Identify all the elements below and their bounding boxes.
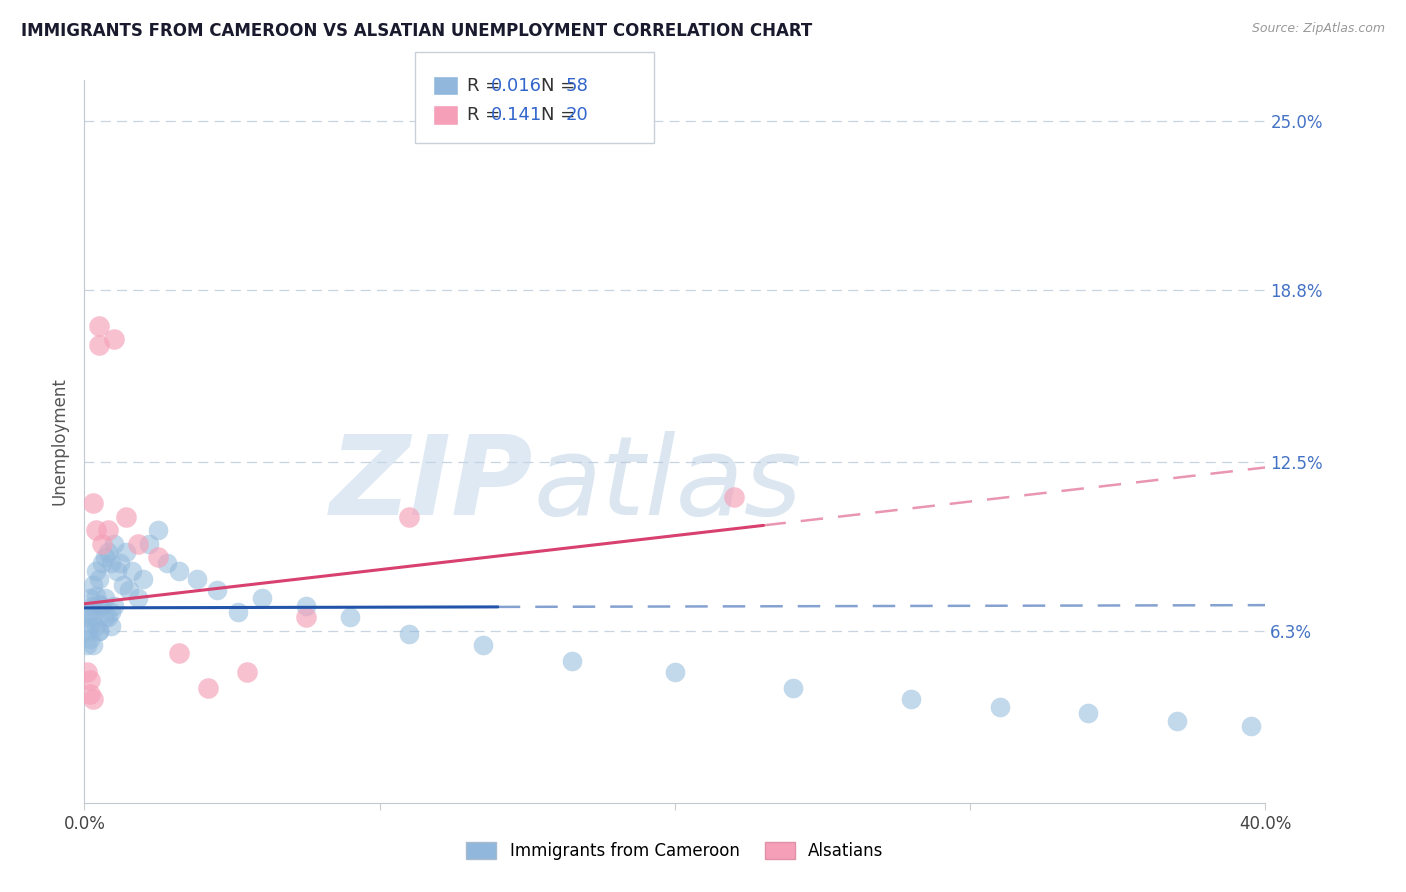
Point	[132, 572, 155, 586]
Point	[84, 589, 107, 603]
Point	[988, 700, 1011, 714]
Text: N =: N =	[541, 77, 575, 95]
Point	[76, 624, 98, 638]
Point	[138, 537, 160, 551]
Point	[148, 550, 170, 565]
Point	[76, 610, 98, 624]
Point	[94, 550, 117, 565]
Point	[114, 545, 136, 559]
Point	[82, 496, 104, 510]
Text: R =: R =	[467, 77, 501, 95]
Point	[156, 556, 179, 570]
Point	[121, 564, 143, 578]
Point	[295, 610, 318, 624]
Point	[97, 545, 120, 559]
Point	[472, 638, 495, 652]
Point	[97, 523, 120, 537]
Point	[295, 599, 318, 614]
Text: R =: R =	[467, 106, 501, 124]
Point	[900, 692, 922, 706]
Text: 20: 20	[565, 106, 588, 124]
Point	[103, 599, 125, 614]
Point	[782, 681, 804, 696]
Point	[197, 681, 219, 696]
Point	[108, 556, 131, 570]
Point	[226, 605, 249, 619]
Point	[87, 624, 111, 638]
Point	[100, 618, 122, 632]
Point	[398, 509, 420, 524]
Point	[148, 523, 170, 537]
Point	[250, 591, 273, 606]
Point	[87, 624, 111, 638]
Point	[111, 577, 134, 591]
Point	[167, 564, 190, 578]
Point	[561, 654, 583, 668]
Point	[207, 583, 229, 598]
Point	[186, 572, 208, 586]
Legend: Immigrants from Cameroon, Alsatians: Immigrants from Cameroon, Alsatians	[460, 835, 890, 867]
Point	[87, 318, 111, 333]
Text: Source: ZipAtlas.com: Source: ZipAtlas.com	[1251, 22, 1385, 36]
Point	[236, 665, 259, 679]
Point	[1166, 714, 1188, 728]
Point	[79, 591, 101, 606]
Point	[79, 687, 101, 701]
Point	[76, 665, 98, 679]
Point	[84, 523, 107, 537]
Point	[76, 638, 98, 652]
Point	[1240, 719, 1263, 733]
Point	[79, 673, 101, 687]
Point	[82, 638, 104, 652]
Point	[91, 599, 114, 614]
Point	[398, 626, 420, 640]
Point	[100, 556, 122, 570]
Point	[167, 646, 190, 660]
Point	[127, 591, 149, 606]
Point	[127, 537, 149, 551]
Point	[84, 564, 107, 578]
Point	[82, 599, 104, 614]
Text: 0.016: 0.016	[491, 77, 541, 95]
Point	[105, 564, 128, 578]
Point	[84, 618, 107, 632]
Point	[339, 610, 361, 624]
Point	[91, 537, 114, 551]
Text: ZIP: ZIP	[329, 432, 533, 539]
Point	[114, 509, 136, 524]
Point	[664, 665, 686, 679]
Point	[82, 692, 104, 706]
Point	[79, 618, 101, 632]
Point	[94, 591, 117, 606]
Point	[79, 632, 101, 647]
Point	[100, 605, 122, 619]
Point	[91, 556, 114, 570]
Point	[103, 537, 125, 551]
Y-axis label: Unemployment: Unemployment	[51, 377, 69, 506]
Point	[94, 610, 117, 624]
Point	[82, 610, 104, 624]
Point	[82, 577, 104, 591]
Point	[118, 583, 141, 598]
Point	[87, 572, 111, 586]
Text: IMMIGRANTS FROM CAMEROON VS ALSATIAN UNEMPLOYMENT CORRELATION CHART: IMMIGRANTS FROM CAMEROON VS ALSATIAN UNE…	[21, 22, 813, 40]
Point	[87, 337, 111, 351]
Text: N =: N =	[541, 106, 575, 124]
Point	[87, 597, 111, 611]
Text: 58: 58	[565, 77, 588, 95]
Point	[97, 610, 120, 624]
Text: 0.141: 0.141	[491, 106, 541, 124]
Point	[723, 491, 745, 505]
Point	[79, 605, 101, 619]
Text: atlas: atlas	[533, 432, 801, 539]
Point	[1077, 706, 1099, 720]
Point	[103, 332, 125, 346]
